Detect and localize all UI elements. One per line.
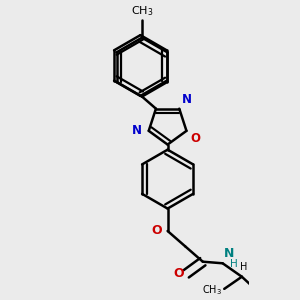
Text: N: N (182, 93, 192, 106)
Text: N: N (132, 124, 142, 137)
Text: O: O (173, 267, 184, 280)
Text: CH$_3$: CH$_3$ (131, 5, 153, 19)
Text: O: O (151, 224, 162, 238)
Text: H: H (230, 259, 237, 269)
Text: O: O (190, 132, 200, 145)
Text: CH$_3$: CH$_3$ (202, 284, 222, 297)
Text: N: N (224, 247, 235, 260)
Text: H: H (240, 262, 247, 272)
